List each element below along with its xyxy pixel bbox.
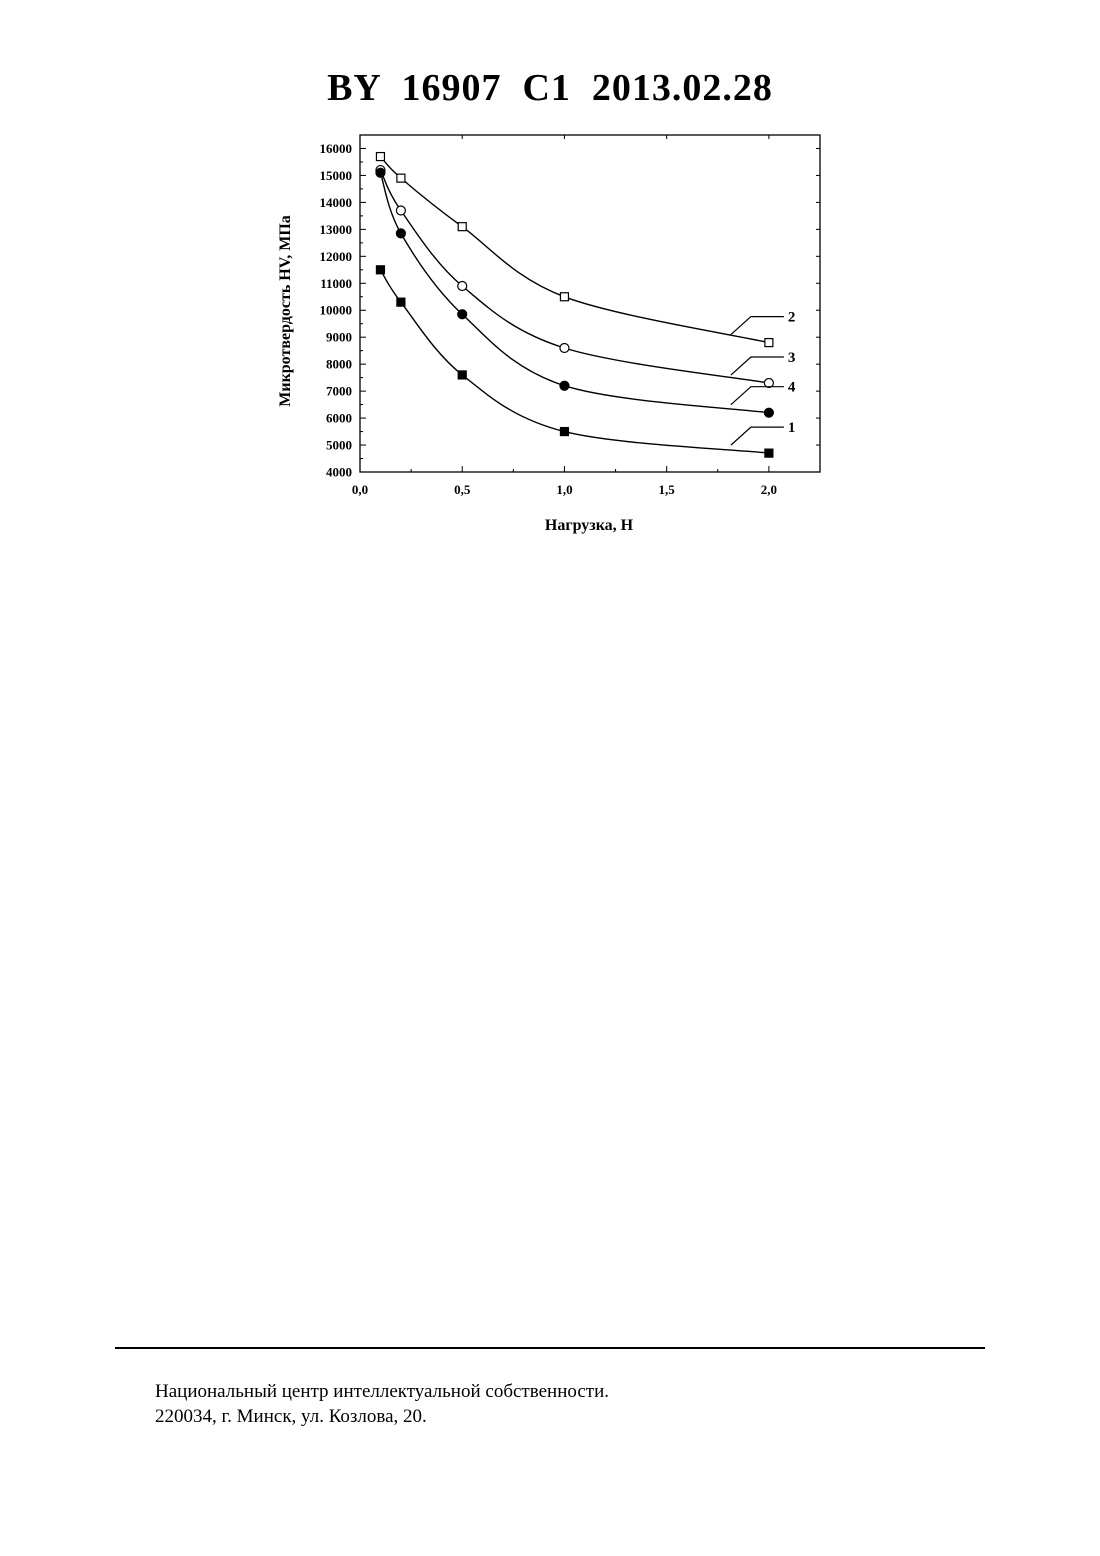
series-2-line <box>380 157 769 343</box>
series-4-point <box>458 310 467 319</box>
footer-divider <box>115 1347 985 1349</box>
series-4-point <box>764 408 773 417</box>
y-tick-label: 8000 <box>326 357 352 372</box>
series-2-point <box>458 223 466 231</box>
series-2-point <box>376 153 384 161</box>
series-4-point <box>376 168 385 177</box>
y-tick-label: 16000 <box>320 141 353 156</box>
y-tick-label: 9000 <box>326 330 352 345</box>
series-2-point <box>765 339 773 347</box>
y-tick-label: 13000 <box>320 222 353 237</box>
x-tick-label: 0,0 <box>352 482 368 497</box>
series-1-leader <box>731 427 784 445</box>
x-tick-label: 1,0 <box>556 482 572 497</box>
y-tick-label: 11000 <box>320 276 352 291</box>
series-1-point <box>397 298 405 306</box>
document-header: BY 16907 C1 2013.02.28 <box>0 66 1100 110</box>
series-3-point <box>396 206 405 215</box>
series-1-point <box>560 428 568 436</box>
x-tick-label: 0,5 <box>454 482 471 497</box>
series-2-point <box>560 293 568 301</box>
y-tick-label: 15000 <box>320 168 353 183</box>
series-2-leader <box>731 317 784 335</box>
y-tick-label: 12000 <box>320 249 353 264</box>
series-1-line <box>380 270 769 453</box>
y-tick-label: 6000 <box>326 411 352 426</box>
series-3-leader <box>731 357 784 375</box>
footer-line-organization: Национальный центр интеллектуальной собс… <box>155 1379 609 1404</box>
chart-canvas: 4000 5000 6000 7000 8000 9000 10000 11000 12000 1… <box>260 125 840 545</box>
plot-frame <box>360 135 820 472</box>
series-1-point <box>765 449 773 457</box>
x-axis-title: Нагрузка, Н <box>545 517 634 534</box>
x-tick-label: 2,0 <box>761 482 777 497</box>
series-4-point <box>396 229 405 238</box>
series-4-label: 4 <box>788 380 796 396</box>
series-3-label: 3 <box>788 350 796 366</box>
series-2-label: 2 <box>788 310 796 326</box>
series-1-point <box>376 266 384 274</box>
footer-line-address: 220034, г. Минск, ул. Козлова, 20. <box>155 1404 609 1429</box>
series-3-point <box>458 281 467 290</box>
hardness-load-chart: 4000 5000 6000 7000 8000 9000 10000 11000 12000 1… <box>260 125 840 545</box>
y-tick-label: 7000 <box>326 384 352 399</box>
footer: Национальный центр интеллектуальной собс… <box>155 1379 609 1429</box>
series-1-point <box>458 371 466 379</box>
y-tick-label: 5000 <box>326 438 352 453</box>
series-3-point <box>560 343 569 352</box>
y-tick-label: 4000 <box>326 465 352 480</box>
series-1-label: 1 <box>788 420 796 436</box>
series-4-leader <box>731 387 784 405</box>
x-tick-label: 1,5 <box>659 482 676 497</box>
y-axis-title: Микротвердость HV, МПа <box>277 215 294 407</box>
series-4-point <box>560 381 569 390</box>
y-tick-label: 14000 <box>320 195 353 210</box>
series-2-point <box>397 174 405 182</box>
y-tick-label: 10000 <box>320 303 353 318</box>
